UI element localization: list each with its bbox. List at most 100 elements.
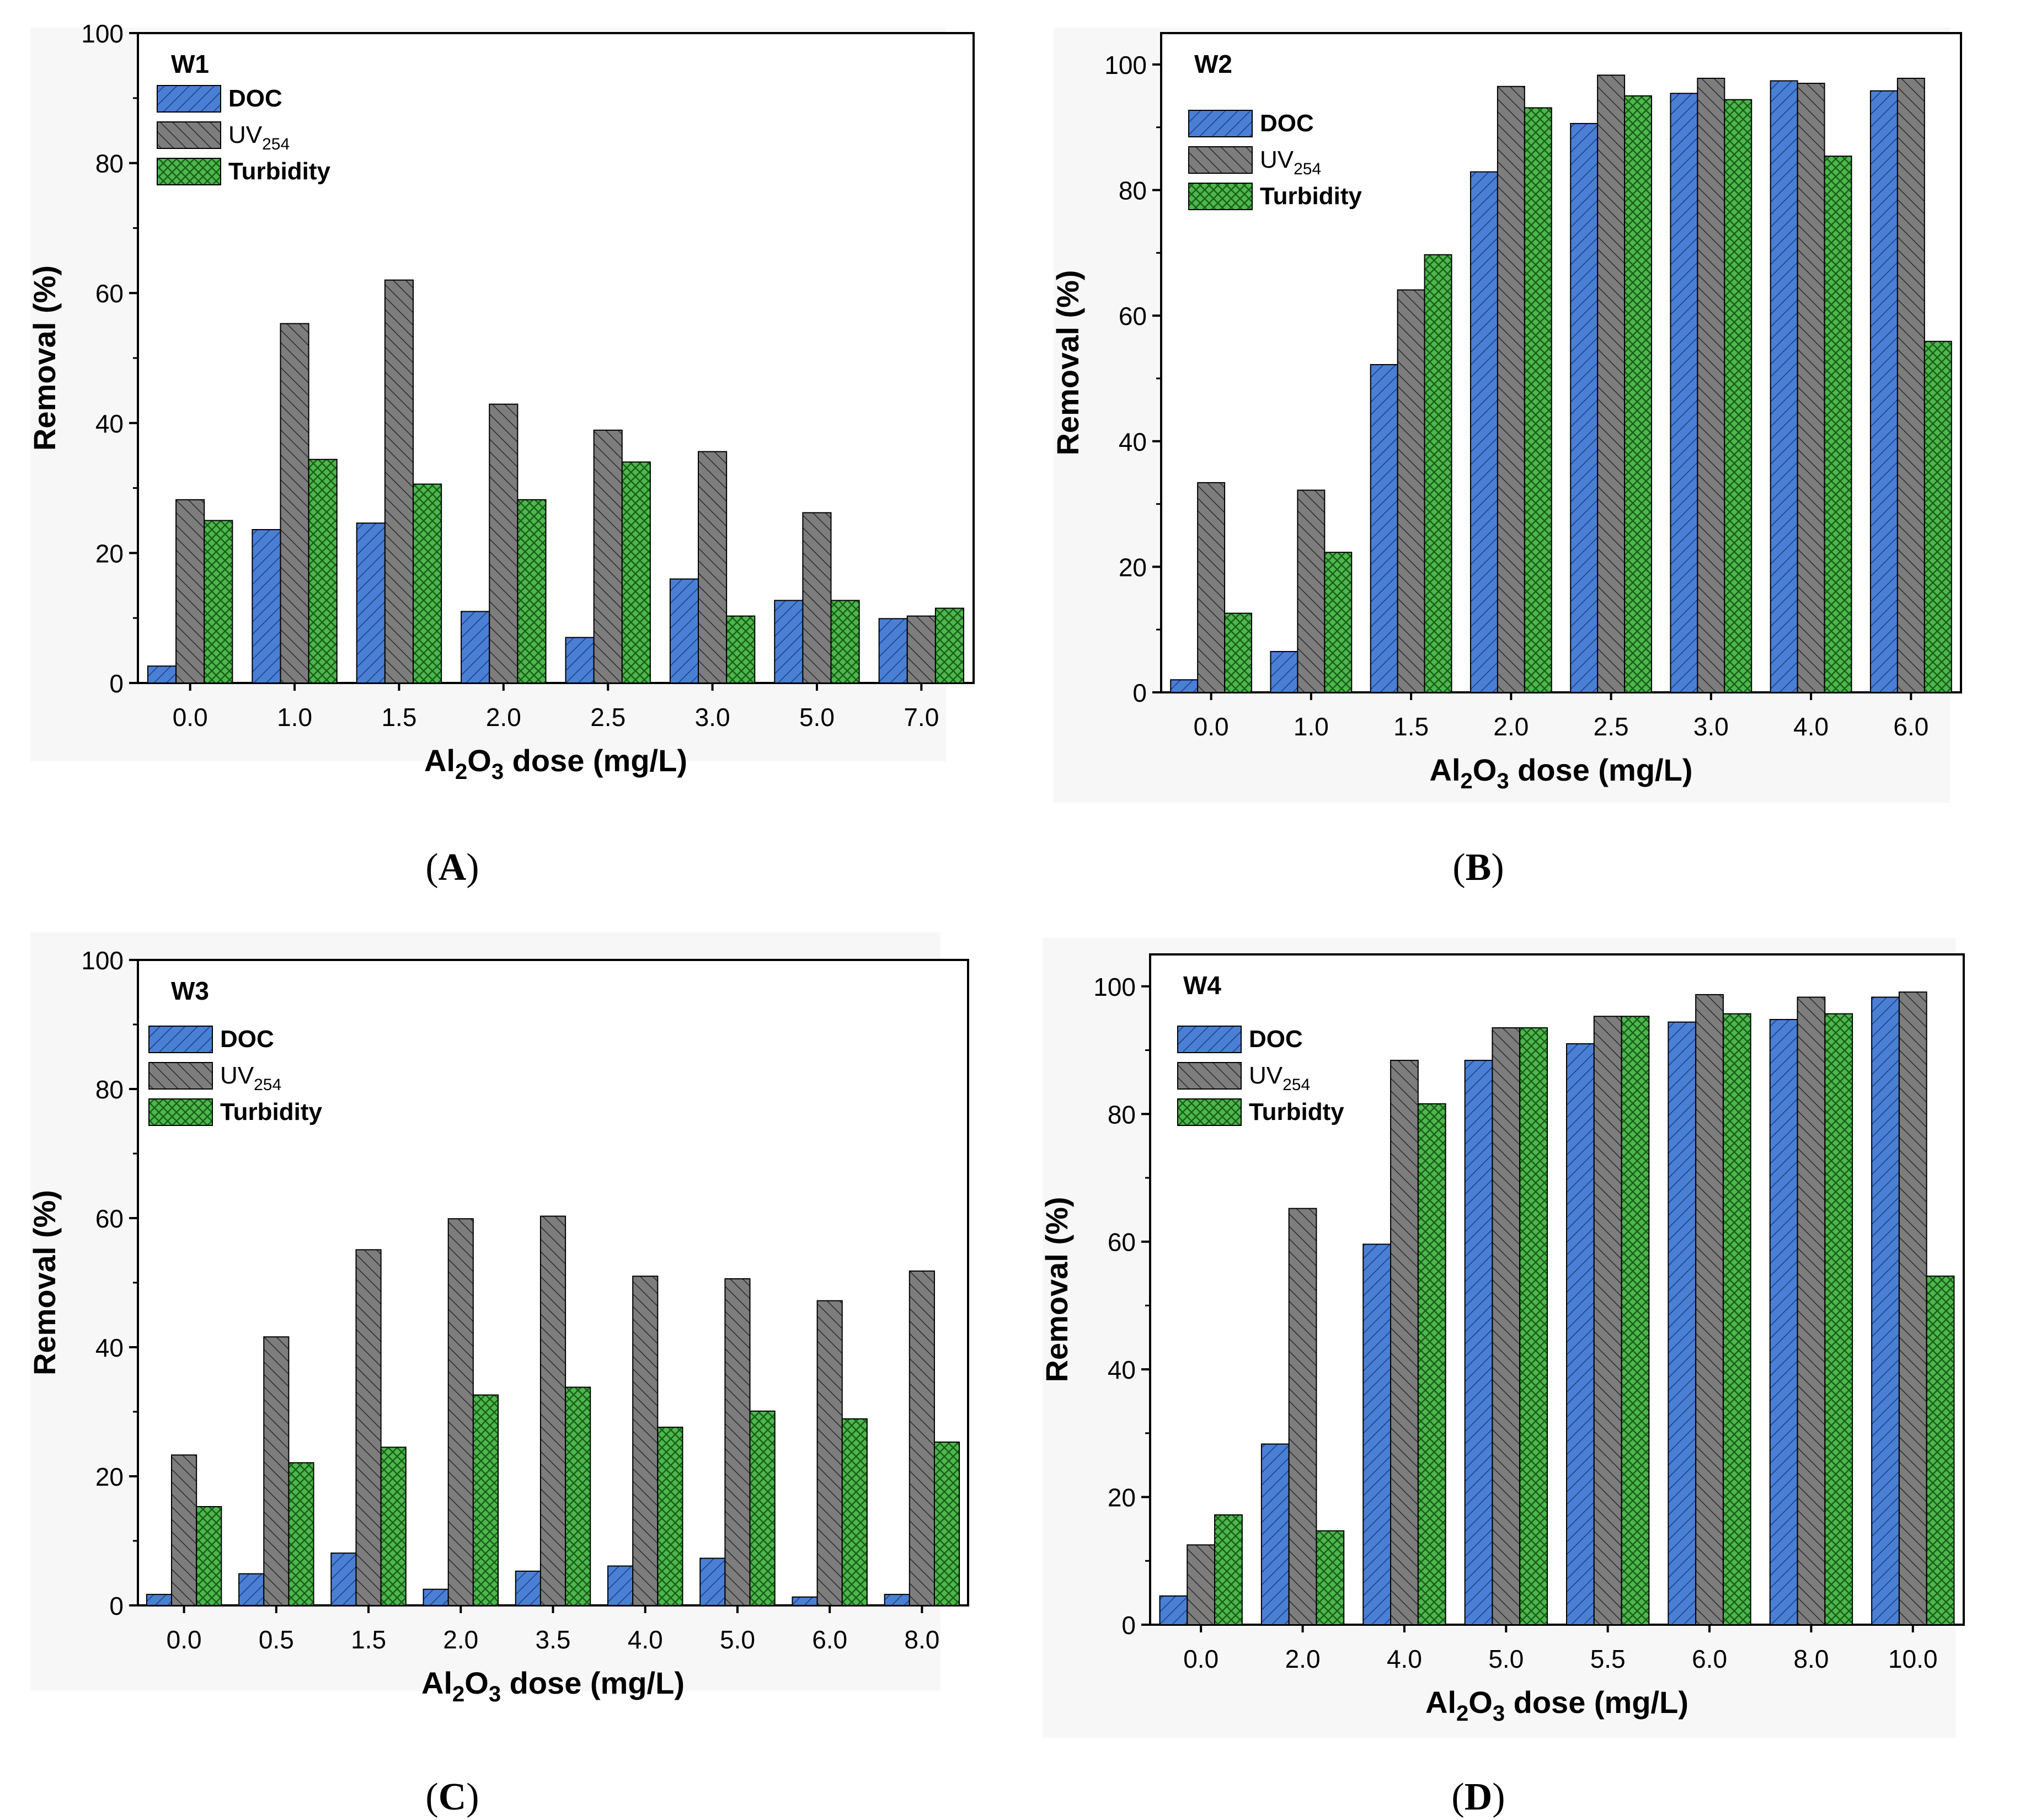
y-tick-label: 60 <box>95 1204 124 1233</box>
x-tick-label: 8.0 <box>1793 1645 1829 1673</box>
bar-doc-0.5 <box>238 1573 265 1606</box>
x-tick-label: 1.5 <box>381 703 416 732</box>
legend-swatch-doc <box>1188 110 1253 137</box>
legend-swatch-doc <box>1177 1026 1242 1053</box>
bar-doc-1.0 <box>1270 651 1298 693</box>
y-tick-label: 80 <box>95 1075 124 1104</box>
bar-doc-1.5 <box>356 522 386 684</box>
bar-doc-3.5 <box>515 1570 541 1606</box>
bar-doc-1.5 <box>330 1552 357 1606</box>
bar-turbidity-2.0 <box>472 1394 499 1606</box>
bar-uv-0.5 <box>263 1336 290 1606</box>
y-axis-label: Removal (%) <box>27 265 62 451</box>
legend-label-doc: DOC <box>228 85 282 112</box>
bar-turbidity-8.0 <box>933 1441 960 1606</box>
chart-title: W1 <box>171 50 209 78</box>
bar-doc-5.5 <box>1566 1043 1595 1625</box>
bar-turbidity-0.0 <box>204 520 233 684</box>
chart-title: W3 <box>171 976 209 1005</box>
y-axis-label: Removal (%) <box>27 1190 62 1375</box>
bar-uv-8.0 <box>909 1270 935 1606</box>
legend-label-doc: DOC <box>1249 1026 1303 1053</box>
x-tick-label: 6.0 <box>1692 1645 1727 1673</box>
y-tick-label: 0 <box>109 669 124 698</box>
x-tick-label: 2.5 <box>1594 712 1629 741</box>
bar-uv-0.0 <box>1197 482 1226 693</box>
y-tick-label: 20 <box>95 1463 124 1491</box>
bar-doc-6.0 <box>792 1596 818 1606</box>
bar-turbidity-7.0 <box>934 607 965 684</box>
y-tick-label: 100 <box>81 946 124 975</box>
legend-label-uv254: UV254 <box>1260 146 1321 178</box>
y-tick-label: 60 <box>1119 302 1147 330</box>
bar-doc-4.0 <box>1770 80 1798 693</box>
x-tick-label: 0.0 <box>167 1625 202 1654</box>
bar-uv-7.0 <box>906 615 936 684</box>
bar-turbidity-3.0 <box>726 615 756 684</box>
y-tick-label: 60 <box>1108 1228 1136 1257</box>
bar-turbidity-1.0 <box>1324 552 1353 693</box>
bar-doc-10.0 <box>1871 996 1900 1625</box>
y-tick-label: 20 <box>1119 553 1147 581</box>
bar-turbidity-5.0 <box>830 600 860 684</box>
x-tick-label: 1.0 <box>277 703 312 732</box>
bar-uv-3.0 <box>1697 77 1725 693</box>
bar-uv-6.0 <box>816 1300 843 1606</box>
y-axis-label: Removal (%) <box>1039 1197 1074 1382</box>
chart-panel-c: 0 20 40 60 80 100 0.0 0.5 1.5 2.0 3.5 4.0 5.0 6.0 8.0 A… <box>27 932 969 1818</box>
bar-doc-2.0 <box>461 611 490 684</box>
x-tick-label: 0.5 <box>259 1625 294 1654</box>
x-tick-label: 8.0 <box>904 1625 939 1654</box>
bar-turbidity-5.0 <box>1519 1027 1548 1625</box>
bar-uv-1.5 <box>384 279 414 684</box>
y-tick-label: 100 <box>1104 51 1147 79</box>
x-tick-label: 2.0 <box>486 703 521 732</box>
legend-swatch-doc <box>157 85 221 113</box>
bar-doc-0.0 <box>1170 679 1199 693</box>
bar-uv-1.5 <box>355 1249 382 1606</box>
y-axis-label: Removal (%) <box>1050 270 1085 455</box>
bar-doc-5.0 <box>699 1557 726 1606</box>
legend-swatch-uv <box>1188 146 1253 174</box>
bar-uv-4.0 <box>632 1275 659 1606</box>
x-axis-label: Al2O3 dose (mg/L) <box>1425 1685 1688 1726</box>
x-tick-label: 1.5 <box>1393 712 1429 741</box>
legend-swatch-turbidity <box>1188 183 1253 210</box>
bar-turbidity-6.0 <box>1923 340 1952 693</box>
bar-turbidity-2.5 <box>1624 95 1653 693</box>
bar-turbidity-5.5 <box>1621 1016 1650 1625</box>
chart-panel-b: 0 20 40 60 80 100 0.0 1.0 1.5 2.0 2.5 3.0 4.0 6.0 Al2O… <box>1050 28 1962 889</box>
x-tick-label: 1.5 <box>351 1625 386 1654</box>
bar-uv-2.5 <box>1597 74 1626 693</box>
y-tick-label: 100 <box>1093 973 1136 1001</box>
x-tick-label: 4.0 <box>1387 1645 1422 1673</box>
bar-uv-6.0 <box>1896 77 1925 693</box>
bar-uv-8.0 <box>1797 996 1826 1625</box>
bar-turbidity-4.0 <box>1417 1103 1446 1626</box>
bar-uv-4.0 <box>1797 83 1825 693</box>
bar-turbidity-0.0 <box>1224 612 1253 693</box>
x-tick-label: 5.0 <box>799 703 835 732</box>
legend: DOC UV254 Turbidty <box>1177 1026 1344 1126</box>
x-tick-label: 5.0 <box>720 1625 755 1654</box>
y-tick-label: 20 <box>95 539 124 568</box>
bar-uv-6.0 <box>1695 994 1724 1625</box>
legend-swatch-turbidity <box>157 158 221 185</box>
y-tick-label: 100 <box>81 19 124 48</box>
bar-doc-1.0 <box>252 529 281 684</box>
bar-doc-0.0 <box>1159 1595 1188 1625</box>
bar-turbidity-1.5 <box>1424 254 1452 693</box>
bar-uv-4.0 <box>1390 1060 1419 1625</box>
x-tick-label: 6.0 <box>812 1625 847 1654</box>
bar-uv-2.5 <box>593 429 623 684</box>
y-tick-label: 80 <box>95 150 124 178</box>
x-tick-label: 5.5 <box>1590 1645 1626 1673</box>
x-tick-label: 3.0 <box>1693 712 1729 741</box>
x-tick-label: 7.0 <box>904 703 939 732</box>
bar-doc-2.0 <box>423 1588 449 1606</box>
legend-label-uv254: UV254 <box>220 1062 281 1094</box>
x-tick-label: 3.0 <box>695 703 730 732</box>
bar-turbidity-5.0 <box>749 1410 776 1606</box>
bar-turbidity-1.0 <box>308 458 338 684</box>
bar-uv-5.0 <box>724 1278 751 1606</box>
